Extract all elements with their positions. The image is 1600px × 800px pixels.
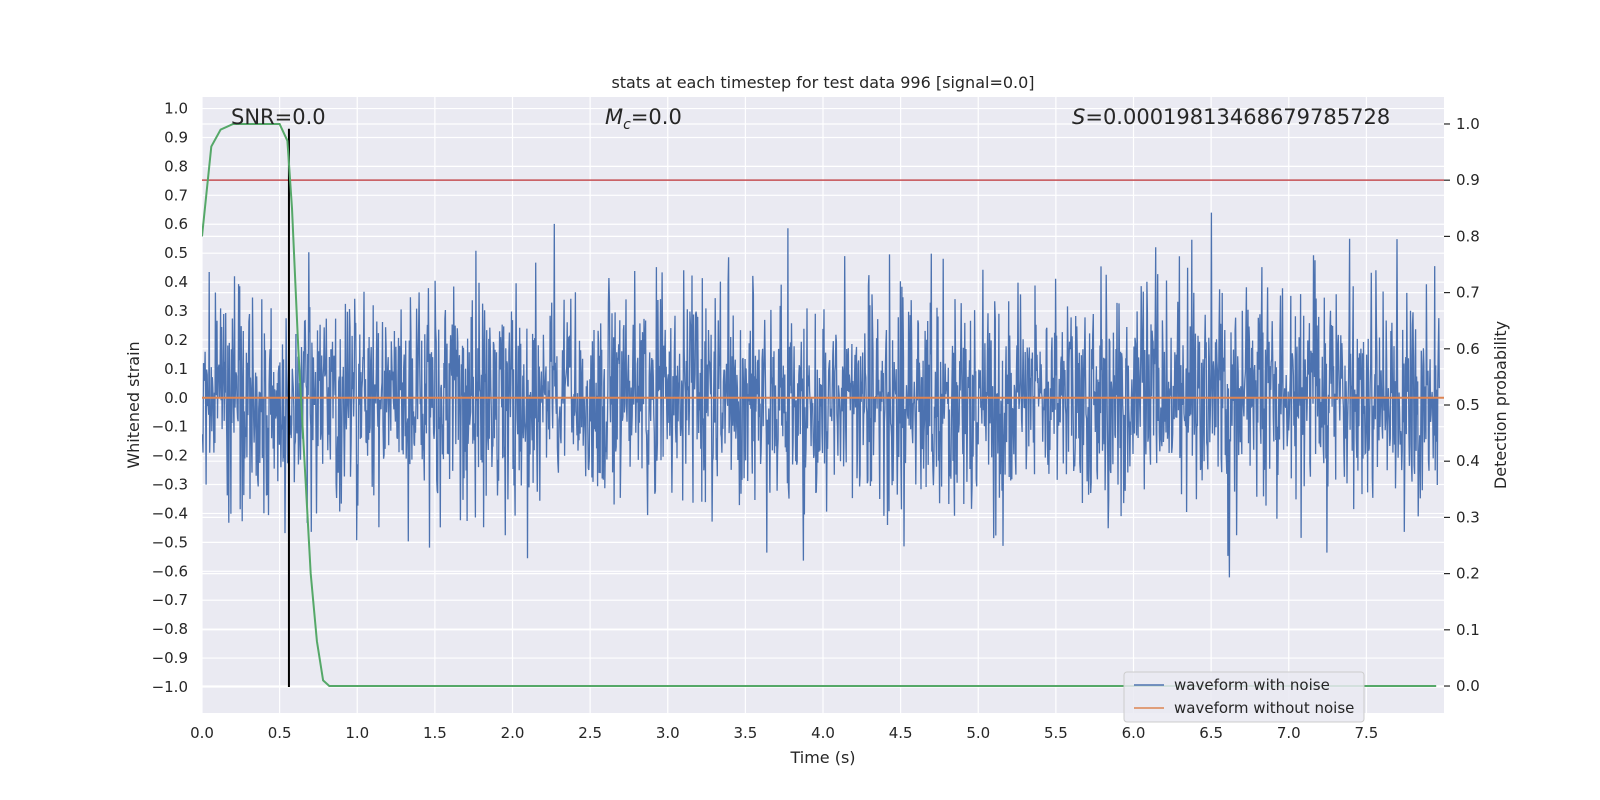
y-right-tick-label: 0.3 — [1456, 508, 1480, 526]
y-right-tick-label: 0.6 — [1456, 340, 1480, 358]
mc-value: =0.0 — [631, 105, 682, 129]
y-right-tick-label: 0.5 — [1456, 396, 1480, 414]
x-tick-label: 1.5 — [423, 724, 447, 742]
y-right-axis-label: Detection probability — [1491, 321, 1510, 489]
y-right-tick-label: 0.7 — [1456, 284, 1480, 302]
x-tick-label: 1.0 — [345, 724, 369, 742]
x-tick-label: 4.0 — [811, 724, 835, 742]
legend: waveform with noise waveform without noi… — [1123, 671, 1365, 723]
legend-box — [1123, 671, 1365, 723]
y-left-tick-label: 1.0 — [164, 100, 188, 118]
series-waveform-with-noise — [202, 212, 1440, 578]
x-tick-label: 6.5 — [1199, 724, 1223, 742]
x-tick-label: 0.5 — [268, 724, 292, 742]
series-detection-probability — [202, 123, 1437, 687]
y-left-tick-label: 0.3 — [164, 302, 188, 320]
x-tick-labels: 0.0 0.5 1.0 1.5 2.0 2.5 3.0 3.5 4.0 4.5 5.0 5.5 6.0 6… — [190, 724, 1378, 742]
y-left-tick-label: 0.7 — [164, 186, 188, 204]
x-axis-label: Time (s) — [789, 748, 855, 767]
y-left-tick-label: −0.3 — [152, 476, 188, 494]
mc-subscript: c — [623, 117, 631, 133]
mc-symbol: M — [605, 105, 623, 129]
y-right-tick-label: 0.4 — [1456, 452, 1480, 470]
x-tick-label: 3.0 — [656, 724, 680, 742]
legend-label-waveform-without-noise: waveform without noise — [1174, 699, 1354, 717]
s-annotation: S=0.00019813468679785728 — [1072, 105, 1390, 129]
chart-title: stats at each timestep for test data 996… — [611, 73, 1034, 92]
y-left-tick-label: −0.1 — [152, 418, 188, 436]
y-left-tick-label: −0.5 — [152, 533, 188, 551]
legend-label-waveform-with-noise: waveform with noise — [1174, 676, 1330, 694]
x-tick-label: 2.5 — [578, 724, 602, 742]
y-left-tick-label: −0.8 — [152, 620, 188, 638]
y-left-tick-label: −0.2 — [152, 447, 188, 465]
y-left-tick-labels: 1.0 0.9 0.8 0.7 0.6 0.5 0.4 0.3 0.2 0.1 0.0 −0.1 −0.… — [152, 100, 188, 696]
s-value: =0.00019813468679785728 — [1085, 105, 1390, 129]
y-right-tick-label: 0.0 — [1456, 677, 1480, 695]
y-left-tick-label: 0.4 — [164, 273, 188, 291]
x-tick-label: 6.0 — [1122, 724, 1146, 742]
x-tick-label: 5.5 — [1044, 724, 1068, 742]
y-left-tick-label: −1.0 — [152, 678, 188, 696]
y-left-tick-label: 0.0 — [164, 389, 188, 407]
x-tick-label: 0.0 — [190, 724, 214, 742]
x-tick-label: 3.5 — [733, 724, 757, 742]
y-left-tick-label: 0.6 — [164, 215, 188, 233]
y-left-tick-label: 0.5 — [164, 244, 188, 262]
x-tick-label: 7.5 — [1354, 724, 1378, 742]
y-right-tick-label: 0.9 — [1456, 171, 1480, 189]
y-right-tick-label: 0.8 — [1456, 227, 1480, 245]
y-left-tick-label: −0.7 — [152, 591, 188, 609]
y-left-tick-label: 0.9 — [164, 128, 188, 146]
y-left-tick-label: −0.9 — [152, 649, 188, 667]
snr-annotation: SNR=0.0 — [231, 105, 326, 129]
x-tick-label: 5.0 — [966, 724, 990, 742]
x-tick-label: 7.0 — [1277, 724, 1301, 742]
x-tick-label: 4.5 — [889, 724, 913, 742]
y-right-tick-label: 0.1 — [1456, 621, 1480, 639]
y-left-tick-label: 0.2 — [164, 331, 188, 349]
y-left-tick-label: −0.4 — [152, 504, 188, 522]
y-right-tick-labels: 1.0 0.9 0.8 0.7 0.6 0.5 0.4 0.3 0.2 0.1 0.0 — [1444, 115, 1480, 695]
y-left-tick-label: −0.6 — [152, 562, 188, 580]
y-right-tick-label: 0.2 — [1456, 565, 1480, 583]
s-symbol: S — [1072, 105, 1085, 129]
y-left-tick-label: 0.8 — [164, 157, 188, 175]
y-left-axis-label: Whitened strain — [124, 341, 143, 468]
x-tick-label: 2.0 — [501, 724, 525, 742]
y-right-tick-label: 1.0 — [1456, 115, 1480, 133]
mc-annotation: Mc=0.0 — [605, 105, 682, 133]
y-left-tick-label: 0.1 — [164, 360, 188, 378]
